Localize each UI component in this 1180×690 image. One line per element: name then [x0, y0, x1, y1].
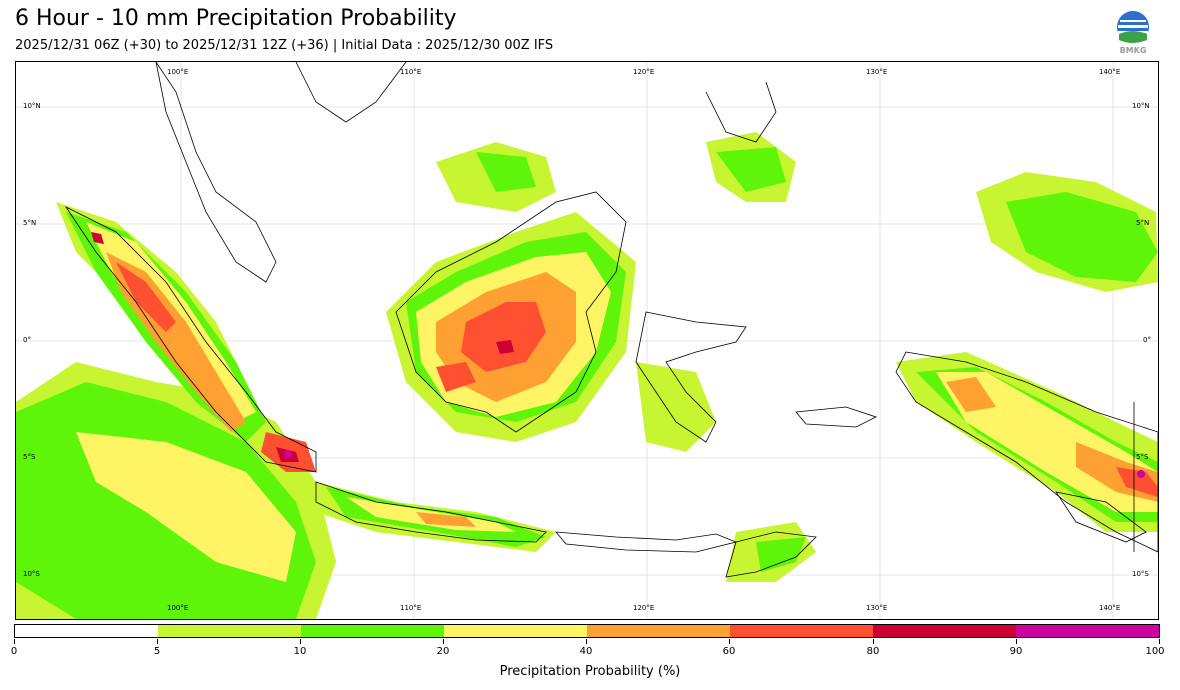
colorbar-tick-label: 0: [10, 646, 18, 657]
colorbar-title: Precipitation Probability (%): [499, 664, 681, 679]
lat-label-left: 10°N: [23, 102, 41, 110]
lon-label-top: 120°E: [633, 68, 655, 76]
lat-label-left: 0°: [23, 336, 31, 344]
lon-label-bottom: 110°E: [400, 604, 422, 612]
colorbar-tick-label: 10: [293, 646, 307, 657]
lon-label-top: 110°E: [400, 68, 422, 76]
colorbar-tick: [873, 639, 874, 644]
colorbar-tick-label: 5: [153, 646, 161, 657]
colorbar-tick-label: 80: [866, 646, 880, 657]
colorbar-tick: [1016, 639, 1017, 644]
bmkg-logo-icon: [1117, 11, 1149, 43]
colorbar-tick: [300, 639, 301, 644]
precipitation-map[interactable]: 100°E 110°E 120°E 130°E 140°E 100°E 110°…: [15, 61, 1159, 620]
colorbar-segment: [301, 625, 444, 637]
colorbar-tick-label: 60: [722, 646, 736, 657]
lat-label-left: 10°S: [23, 570, 40, 578]
colorbar-segment: [587, 625, 730, 637]
lon-label-bottom: 130°E: [866, 604, 888, 612]
colorbar-tick: [14, 639, 15, 644]
colorbar-tick: [586, 639, 587, 644]
colorbar-segment: [158, 625, 301, 637]
colorbar-segment: [15, 625, 158, 637]
lon-label-bottom: 140°E: [1099, 604, 1121, 612]
map-title: 6 Hour - 10 mm Precipitation Probability: [15, 6, 457, 31]
logo-label: BMKG: [1119, 46, 1147, 55]
lon-label-top: 130°E: [866, 68, 888, 76]
colorbar-tick-label: 40: [579, 646, 593, 657]
lat-label-right: 5°S: [1136, 453, 1149, 461]
lat-label-right: 10°N: [1132, 102, 1150, 110]
colorbar-tick-label: 90: [1009, 646, 1023, 657]
lon-label-top: 100°E: [167, 68, 189, 76]
colorbar: [14, 624, 1160, 638]
colorbar-tick: [157, 639, 158, 644]
lat-label-right: 10°S: [1132, 570, 1149, 578]
colorbar-tick-label: 100: [1145, 646, 1165, 657]
colorbar-segment: [730, 625, 873, 637]
lon-label-bottom: 100°E: [167, 604, 189, 612]
map-subtitle: 2025/12/31 06Z (+30) to 2025/12/31 12Z (…: [15, 38, 554, 53]
map-canvas: [16, 62, 1158, 619]
colorbar-segment: [444, 625, 587, 637]
lon-label-bottom: 120°E: [633, 604, 655, 612]
lat-label-left: 5°S: [23, 453, 36, 461]
colorbar-tick: [443, 639, 444, 644]
colorbar-tick-label: 20: [436, 646, 450, 657]
colorbar-segment: [873, 625, 1016, 637]
colorbar-tick: [1159, 639, 1160, 644]
lat-label-left: 5°N: [23, 219, 37, 227]
lat-label-right: 0°: [1143, 336, 1151, 344]
lat-label-right: 5°N: [1136, 219, 1150, 227]
lon-label-top: 140°E: [1099, 68, 1121, 76]
colorbar-segment: [1016, 625, 1159, 637]
colorbar-tick: [729, 639, 730, 644]
